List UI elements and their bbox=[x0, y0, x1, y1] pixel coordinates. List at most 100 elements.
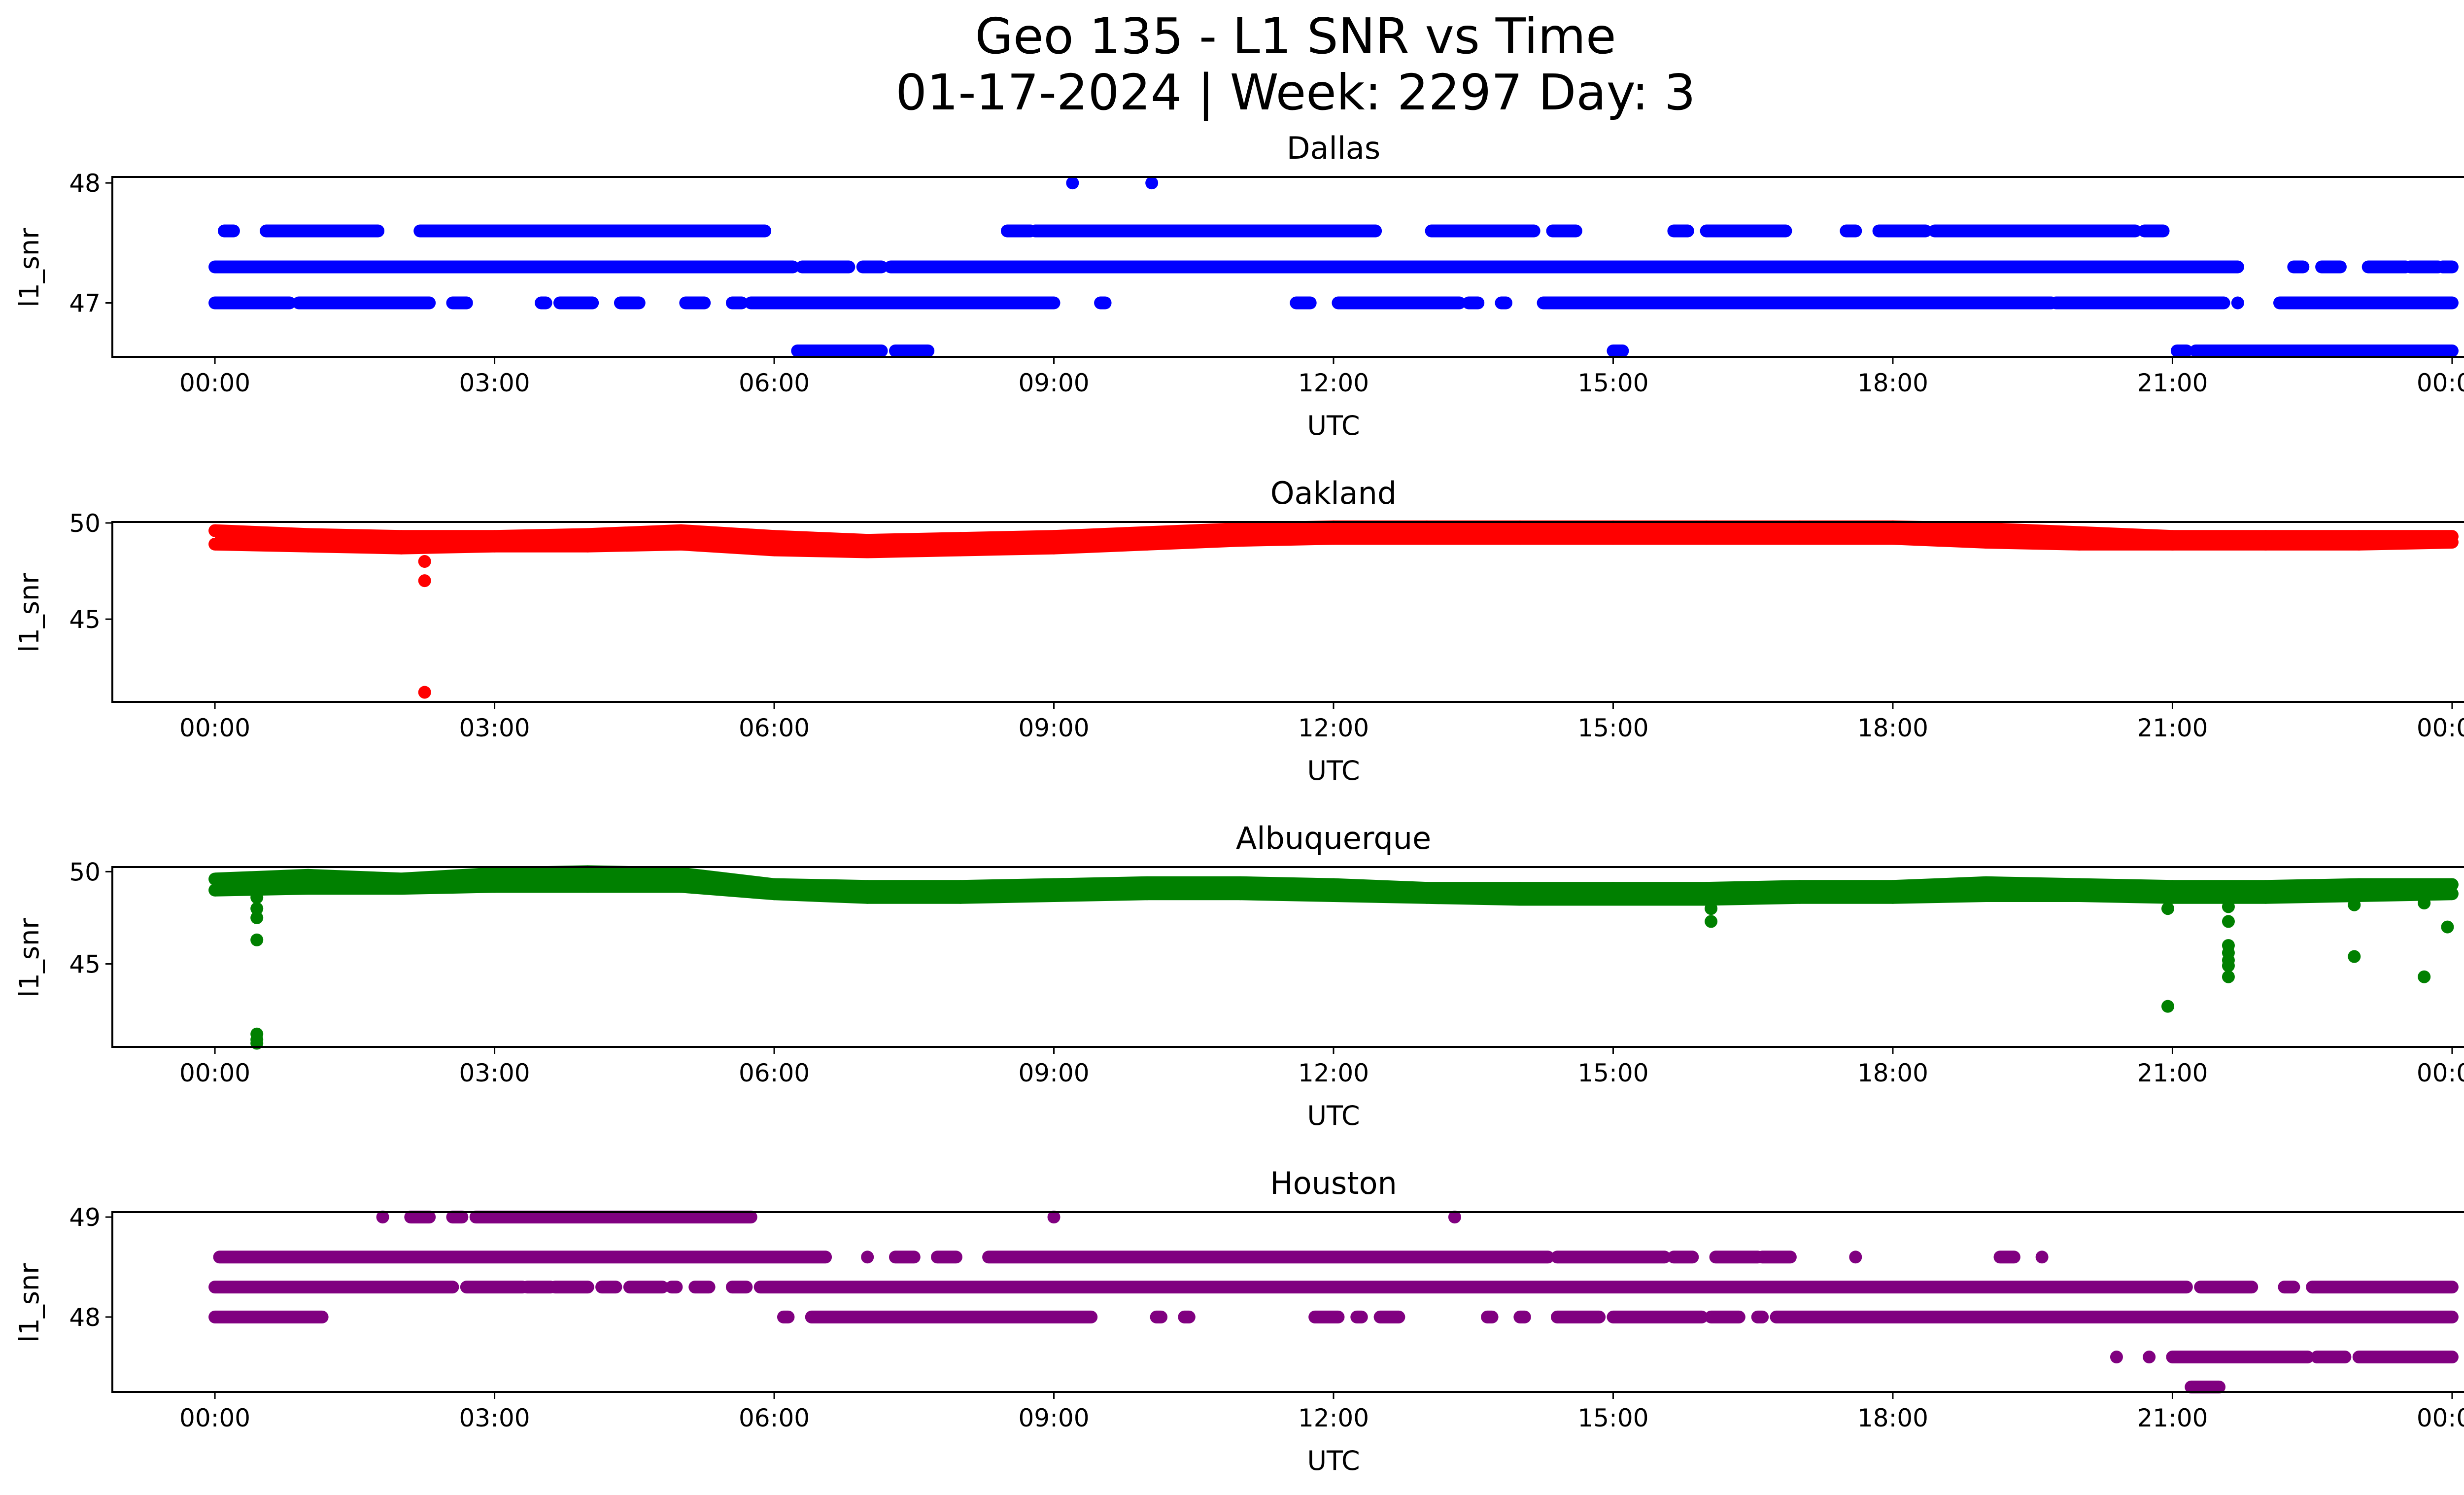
plot-frame bbox=[111, 521, 2464, 703]
data-point bbox=[1700, 532, 1713, 545]
data-point bbox=[861, 534, 874, 547]
x-tick-label: 09:00 bbox=[1018, 1404, 1089, 1432]
data-point bbox=[1047, 1211, 1061, 1224]
data-point bbox=[2161, 902, 2174, 915]
data-point bbox=[1793, 532, 1806, 545]
subplot-title: Oakland bbox=[1270, 475, 1397, 511]
data-point bbox=[1607, 532, 1620, 545]
data-point bbox=[1980, 535, 1993, 549]
data-point bbox=[250, 891, 264, 904]
y-axis-label: l1_snr bbox=[14, 918, 45, 998]
data-point bbox=[395, 541, 408, 555]
data-point bbox=[2445, 878, 2459, 891]
data-point bbox=[1705, 902, 1718, 915]
data-point bbox=[395, 882, 408, 895]
x-tick-label: 15:00 bbox=[1577, 714, 1648, 742]
x-tick-label: 21:00 bbox=[2137, 1404, 2208, 1432]
data-point bbox=[954, 532, 967, 545]
data-point bbox=[768, 543, 781, 556]
data-points bbox=[208, 1211, 2459, 1393]
data-point bbox=[1793, 520, 1806, 533]
data-point bbox=[1980, 876, 1993, 889]
data-point bbox=[208, 872, 222, 886]
x-tick-label: 12:00 bbox=[1298, 1059, 1369, 1087]
data-point bbox=[2222, 959, 2235, 973]
data-point bbox=[418, 574, 431, 588]
data-point bbox=[2418, 970, 2431, 983]
data-point bbox=[674, 880, 687, 893]
data-point bbox=[1047, 530, 1061, 543]
plot-frame bbox=[111, 1211, 2464, 1393]
data-point bbox=[1448, 1211, 1461, 1224]
data-point bbox=[2222, 915, 2235, 928]
x-tick-label: 00:00 bbox=[179, 369, 250, 397]
data-point bbox=[674, 867, 687, 880]
figure-title-line1: Geo 135 - L1 SNR vs Time bbox=[975, 7, 1616, 65]
data-point bbox=[768, 530, 781, 543]
x-tick-label: 06:00 bbox=[739, 714, 810, 742]
data-point bbox=[1700, 882, 1713, 895]
data-point bbox=[1140, 526, 1154, 539]
x-tick-label: 21:00 bbox=[2137, 369, 2208, 397]
data-point bbox=[1327, 520, 1340, 533]
x-tick-label: 12:00 bbox=[1298, 714, 1369, 742]
x-tick-label: 00:00 bbox=[179, 1059, 250, 1087]
data-point bbox=[1607, 882, 1620, 895]
data-point bbox=[861, 545, 874, 558]
data-point bbox=[1607, 520, 1620, 533]
data-point bbox=[2110, 1351, 2123, 1364]
data-point bbox=[1849, 1251, 1862, 1264]
data-point bbox=[1700, 520, 1713, 533]
data-points bbox=[208, 520, 2459, 699]
data-point bbox=[2348, 898, 2361, 911]
x-tick-label: 09:00 bbox=[1018, 1059, 1089, 1087]
data-point bbox=[208, 883, 222, 897]
data-point bbox=[1233, 887, 1247, 901]
y-tick-label: 50 bbox=[69, 509, 101, 538]
data-point bbox=[2418, 897, 2431, 909]
data-point bbox=[395, 530, 408, 543]
x-tick-label: 00:00 bbox=[2417, 714, 2464, 742]
figure-title-line2: 01-17-2024 | Week: 2297 Day: 3 bbox=[895, 64, 1695, 121]
y-tick-label: 45 bbox=[69, 605, 101, 634]
data-point bbox=[1793, 891, 1806, 904]
data-point bbox=[488, 867, 501, 880]
x-tick-label: 18:00 bbox=[1857, 1404, 1928, 1432]
x-tick-label: 00:00 bbox=[179, 714, 250, 742]
data-point bbox=[1420, 882, 1434, 895]
x-tick-label: 06:00 bbox=[739, 1059, 810, 1087]
data-point bbox=[2231, 296, 2244, 310]
data-point bbox=[2073, 889, 2086, 903]
x-tick-label: 03:00 bbox=[459, 369, 530, 397]
data-point bbox=[208, 524, 222, 537]
x-tick-label: 00:00 bbox=[2417, 369, 2464, 397]
y-tick-label: 48 bbox=[69, 169, 101, 198]
data-point bbox=[2259, 891, 2272, 904]
x-tick-label: 15:00 bbox=[1577, 1404, 1648, 1432]
data-point bbox=[2222, 900, 2235, 913]
subplot-title: Albuquerque bbox=[1236, 820, 1431, 856]
x-tick-label: 03:00 bbox=[459, 1059, 530, 1087]
x-axis-label: UTC bbox=[1307, 1100, 1360, 1131]
data-point bbox=[2073, 526, 2086, 539]
data-point bbox=[674, 537, 687, 551]
data-point bbox=[2166, 537, 2179, 551]
y-axis-label: l1_snr bbox=[14, 1263, 45, 1343]
data-point bbox=[1886, 891, 1899, 904]
data-point bbox=[302, 528, 315, 541]
data-point bbox=[954, 543, 967, 556]
data-point bbox=[2352, 878, 2365, 891]
data-point bbox=[1066, 176, 1079, 190]
data-point bbox=[488, 880, 501, 893]
data-point bbox=[395, 872, 408, 886]
data-point bbox=[1607, 893, 1620, 906]
data-point bbox=[581, 539, 594, 553]
data-point bbox=[861, 891, 874, 904]
data-point bbox=[1327, 889, 1340, 903]
data-point bbox=[1513, 893, 1527, 906]
data-point bbox=[1980, 889, 1993, 903]
plot-frame bbox=[111, 866, 2464, 1048]
data-point bbox=[954, 891, 967, 904]
data-point bbox=[674, 524, 687, 537]
